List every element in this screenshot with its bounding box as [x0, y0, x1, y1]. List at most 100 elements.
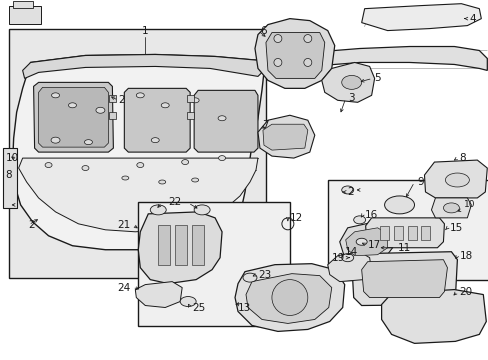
Ellipse shape — [341, 186, 353, 194]
Text: 17: 17 — [367, 240, 380, 250]
Polygon shape — [22, 54, 264, 78]
Polygon shape — [424, 160, 487, 198]
Ellipse shape — [355, 238, 366, 245]
Ellipse shape — [384, 196, 414, 214]
Text: 10: 10 — [464, 201, 475, 210]
Ellipse shape — [182, 159, 188, 165]
Text: 19: 19 — [331, 253, 344, 263]
Polygon shape — [254, 19, 334, 88]
Polygon shape — [339, 222, 392, 262]
Polygon shape — [263, 124, 307, 150]
Polygon shape — [381, 289, 486, 343]
Ellipse shape — [51, 93, 60, 98]
Ellipse shape — [45, 163, 52, 167]
Polygon shape — [135, 282, 182, 307]
Ellipse shape — [218, 156, 225, 161]
Bar — [2, 148, 17, 208]
Ellipse shape — [96, 107, 105, 113]
Ellipse shape — [51, 137, 60, 143]
Text: 6: 6 — [260, 26, 266, 36]
Polygon shape — [13, 54, 264, 250]
Bar — [421, 226, 429, 240]
Polygon shape — [34, 82, 113, 152]
Text: 1: 1 — [142, 26, 148, 36]
Bar — [192, 225, 203, 265]
Bar — [9, 6, 41, 24]
Text: 14: 14 — [344, 247, 357, 257]
Polygon shape — [345, 228, 387, 256]
Polygon shape — [245, 274, 331, 323]
Text: 8: 8 — [458, 153, 465, 163]
Polygon shape — [124, 88, 190, 152]
Ellipse shape — [136, 93, 144, 98]
Polygon shape — [265, 32, 324, 78]
Bar — [407, 226, 416, 240]
Bar — [187, 112, 194, 119]
Bar — [158, 225, 170, 265]
Text: 23: 23 — [258, 270, 271, 280]
Bar — [109, 112, 116, 119]
Text: 13: 13 — [238, 302, 251, 312]
Polygon shape — [327, 252, 371, 282]
Text: 3: 3 — [347, 93, 354, 103]
Polygon shape — [430, 198, 470, 218]
Polygon shape — [361, 260, 447, 298]
Text: 22: 22 — [168, 197, 182, 207]
Bar — [9, 28, 265, 278]
Text: 24: 24 — [117, 283, 130, 293]
Polygon shape — [321, 62, 374, 102]
Bar — [379, 226, 388, 240]
Circle shape — [303, 35, 311, 42]
Text: 11: 11 — [397, 243, 410, 253]
Bar — [187, 95, 194, 102]
Bar — [327, 180, 488, 280]
Polygon shape — [39, 87, 108, 147]
Text: 18: 18 — [458, 251, 472, 261]
Ellipse shape — [150, 205, 166, 215]
Text: 12: 12 — [289, 213, 303, 223]
Polygon shape — [138, 212, 222, 284]
Circle shape — [273, 58, 281, 67]
Polygon shape — [361, 4, 480, 31]
Text: 10: 10 — [6, 153, 19, 163]
Ellipse shape — [84, 140, 92, 145]
Text: 9: 9 — [417, 177, 423, 187]
Circle shape — [273, 35, 281, 42]
Text: 21: 21 — [117, 220, 130, 230]
Text: 2: 2 — [118, 95, 125, 105]
Ellipse shape — [137, 163, 143, 167]
Text: 16: 16 — [364, 210, 377, 220]
Text: 8: 8 — [6, 170, 12, 180]
Polygon shape — [194, 90, 258, 152]
Bar — [393, 226, 402, 240]
Ellipse shape — [191, 98, 199, 103]
Ellipse shape — [122, 176, 128, 180]
Ellipse shape — [443, 203, 458, 213]
Polygon shape — [235, 264, 344, 332]
Polygon shape — [351, 252, 456, 306]
Polygon shape — [19, 158, 258, 232]
Ellipse shape — [180, 297, 196, 306]
Text: 15: 15 — [448, 223, 462, 233]
Ellipse shape — [161, 103, 169, 108]
Text: 7: 7 — [262, 120, 268, 130]
Ellipse shape — [341, 254, 353, 262]
Bar — [138, 202, 289, 327]
Polygon shape — [265, 46, 487, 71]
Text: 25: 25 — [192, 302, 205, 312]
Ellipse shape — [218, 116, 225, 121]
Ellipse shape — [341, 75, 361, 89]
Ellipse shape — [191, 178, 198, 182]
Circle shape — [303, 58, 311, 67]
Text: 2: 2 — [29, 220, 35, 230]
Ellipse shape — [82, 166, 89, 171]
Ellipse shape — [353, 216, 365, 224]
Bar — [109, 95, 116, 102]
Ellipse shape — [194, 205, 210, 215]
Ellipse shape — [151, 138, 159, 143]
Ellipse shape — [243, 273, 256, 282]
Ellipse shape — [68, 103, 76, 108]
Bar — [13, 1, 33, 8]
Ellipse shape — [445, 173, 468, 187]
Text: 4: 4 — [468, 14, 475, 24]
